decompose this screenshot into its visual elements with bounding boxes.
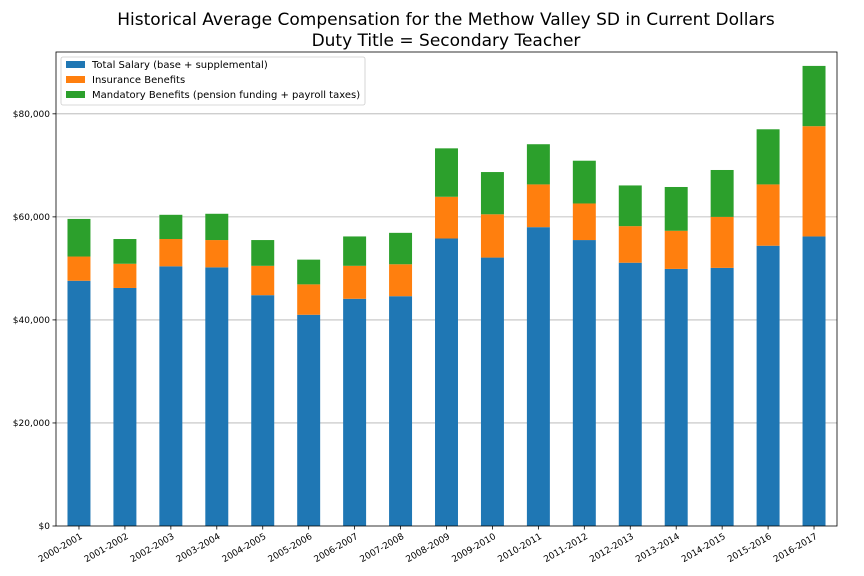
bar-segment-series-1 [802, 126, 826, 237]
bar-segment-series-0 [251, 295, 275, 526]
x-tick-label: 2013-2014 [634, 532, 682, 565]
y-tick-label: $0 [39, 522, 51, 532]
x-tick-label: 2012-2013 [588, 532, 635, 565]
bar-segment-series-0 [205, 267, 229, 526]
bar-segment-series-1 [343, 265, 367, 299]
bar-segment-series-0 [159, 266, 183, 526]
x-tick-label: 2002-2003 [129, 532, 176, 565]
bar-segment-series-2 [802, 65, 826, 127]
bar-segment-series-2 [67, 218, 91, 257]
bar-segment-series-0 [572, 240, 596, 526]
bar-segment-series-0 [343, 298, 367, 526]
bar-segment-series-1 [205, 240, 229, 268]
legend-swatch [66, 61, 85, 68]
legend-swatch [66, 76, 85, 83]
bar-segment-series-2 [435, 148, 458, 197]
legend-label: Mandatory Benefits (pension funding + pa… [92, 90, 360, 101]
legend-label: Total Salary (base + supplemental) [91, 60, 268, 71]
bar-segment-series-2 [710, 169, 734, 217]
bar-segment-series-2 [664, 186, 688, 231]
bar-segment-series-0 [618, 262, 642, 526]
bar-segment-series-1 [159, 239, 183, 267]
y-tick-label: $40,000 [13, 316, 50, 326]
chart-title: Historical Average Compensation for the … [117, 10, 775, 51]
bar-segment-series-0 [297, 314, 321, 526]
bar-segment-series-1 [572, 203, 596, 241]
bar-segment-series-2 [618, 185, 642, 227]
bar-segment-series-2 [389, 232, 413, 265]
bar-segment-series-2 [572, 160, 596, 204]
x-tick-label: 2016-2017 [772, 532, 819, 565]
x-tick-label: 2007-2008 [359, 532, 407, 565]
legend-swatch [66, 91, 85, 98]
x-tick-label: 2011-2012 [542, 532, 589, 565]
bar-segment-series-1 [664, 230, 688, 269]
bar-segment-series-1 [618, 226, 642, 263]
y-tick-label: $80,000 [13, 110, 50, 120]
bar-segment-series-0 [113, 287, 137, 526]
bar-segment-series-1 [480, 214, 504, 258]
bar-segment-series-1 [710, 216, 734, 268]
chart-title-line-1: Historical Average Compensation for the … [117, 10, 775, 30]
x-tick-label: 2005-2006 [267, 532, 315, 565]
bar-segment-series-0 [435, 238, 458, 526]
bar-segment-series-2 [251, 240, 275, 266]
x-tick-label: 2001-2002 [83, 532, 130, 565]
legend-label: Insurance Benefits [92, 75, 185, 86]
legend-box [60, 56, 366, 106]
bar-segment-series-1 [113, 263, 137, 288]
bar-segment-series-1 [251, 265, 275, 296]
x-tick-label: 2014-2015 [680, 532, 727, 565]
x-tick-label: 2003-2004 [175, 532, 223, 565]
bar-segment-series-1 [756, 184, 780, 246]
x-axis: 2000-20012001-20022002-20032003-20042004… [37, 526, 820, 565]
chart-title-line-2: Duty Title = Secondary Teacher [312, 31, 581, 51]
y-tick-label: $20,000 [13, 419, 50, 429]
legend: Total Salary (base + supplemental) Insura… [60, 56, 366, 106]
y-tick-label: $60,000 [13, 213, 50, 223]
x-tick-label: 2000-2001 [37, 532, 84, 565]
bars [67, 65, 826, 527]
bar-segment-series-2 [480, 172, 504, 215]
bar-segment-series-0 [480, 257, 504, 526]
bar-segment-series-2 [343, 236, 367, 266]
x-tick-label: 2008-2009 [405, 532, 453, 565]
x-tick-label: 2004-2005 [221, 532, 268, 565]
bar-segment-series-2 [113, 239, 137, 264]
x-tick-label: 2009-2010 [450, 532, 498, 565]
bar-segment-series-1 [526, 184, 550, 228]
bar-segment-series-2 [205, 213, 229, 241]
bar-segment-series-0 [756, 245, 780, 526]
bar-segment-series-0 [389, 296, 413, 526]
bar-segment-series-2 [297, 259, 321, 285]
bar-segment-series-0 [710, 267, 734, 526]
x-tick-label: 2006-2007 [313, 532, 360, 565]
bar-segment-series-0 [67, 280, 91, 526]
bar-segment-series-1 [297, 284, 321, 315]
bar-segment-series-0 [664, 268, 688, 526]
bar-segment-series-0 [526, 227, 550, 526]
bar-segment-series-1 [389, 264, 413, 297]
bar-segment-series-2 [159, 214, 183, 240]
bar-segment-series-2 [756, 129, 780, 185]
bar-segment-series-1 [435, 196, 458, 239]
x-tick-label: 2015-2016 [726, 532, 774, 565]
x-tick-label: 2010-2011 [496, 532, 543, 565]
y-axis: $0 $20,000 $40,000 $60,000 $80,000 [13, 110, 56, 532]
bar-segment-series-2 [526, 144, 550, 185]
bar-segment-series-0 [802, 236, 826, 527]
bar-segment-series-1 [67, 256, 91, 281]
